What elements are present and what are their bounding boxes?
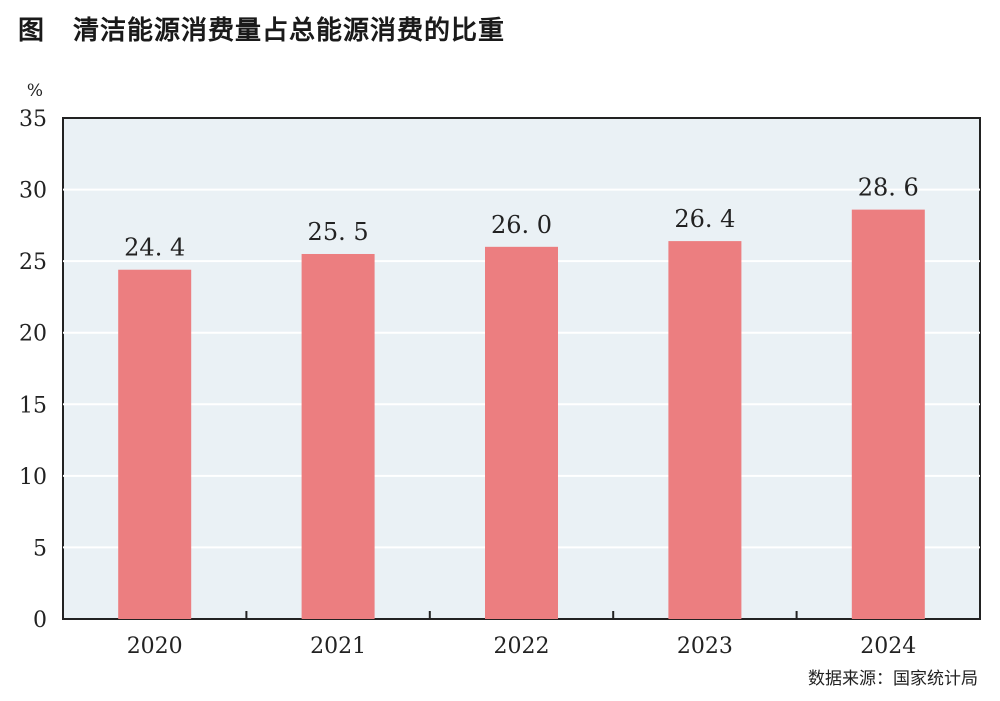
x-axis: 2020 2021 2022 2023 2024: [127, 611, 916, 659]
y-tick-label: 20: [19, 322, 47, 347]
data-label-2020: 24. 4: [124, 234, 185, 262]
bar-2024: [851, 209, 925, 619]
y-tick-label: 25: [19, 250, 47, 275]
data-labels: 24. 4 25. 5 26. 0 26. 4 28. 6: [124, 174, 919, 262]
x-tick-label: 2024: [860, 634, 916, 659]
y-axis: 0 5 10 15 20 25 30 35: [19, 107, 47, 633]
bar-2021: [301, 253, 375, 619]
data-label-2024: 28. 6: [858, 174, 919, 202]
y-tick-label: 15: [19, 393, 47, 418]
y-tick-label: 10: [19, 465, 47, 490]
y-tick-label: 0: [33, 608, 47, 633]
y-axis-unit: %: [27, 81, 43, 101]
y-tick-label: 5: [33, 536, 47, 561]
x-tick-label: 2022: [494, 634, 550, 659]
x-tick-label: 2021: [310, 634, 366, 659]
data-label-2021: 25. 5: [308, 218, 369, 246]
bar-2023: [668, 241, 742, 620]
data-label-2023: 26. 4: [674, 205, 735, 233]
bar-2020: [118, 269, 192, 619]
figure-label: 图: [18, 15, 46, 46]
x-tick-label: 2020: [127, 634, 183, 659]
y-tick-label: 30: [19, 179, 47, 204]
chart-title-text: 清洁能源消费量占总能源消费的比重: [73, 15, 506, 46]
bars: [118, 209, 925, 620]
chart-title: 图 清洁能源消费量占总能源消费的比重: [18, 8, 505, 48]
data-label-2022: 26. 0: [491, 211, 552, 239]
x-tick-label: 2023: [677, 634, 733, 659]
bar-2022: [485, 246, 558, 620]
data-source: 数据来源：国家统计局: [808, 669, 978, 689]
y-tick-label: 35: [19, 107, 47, 132]
